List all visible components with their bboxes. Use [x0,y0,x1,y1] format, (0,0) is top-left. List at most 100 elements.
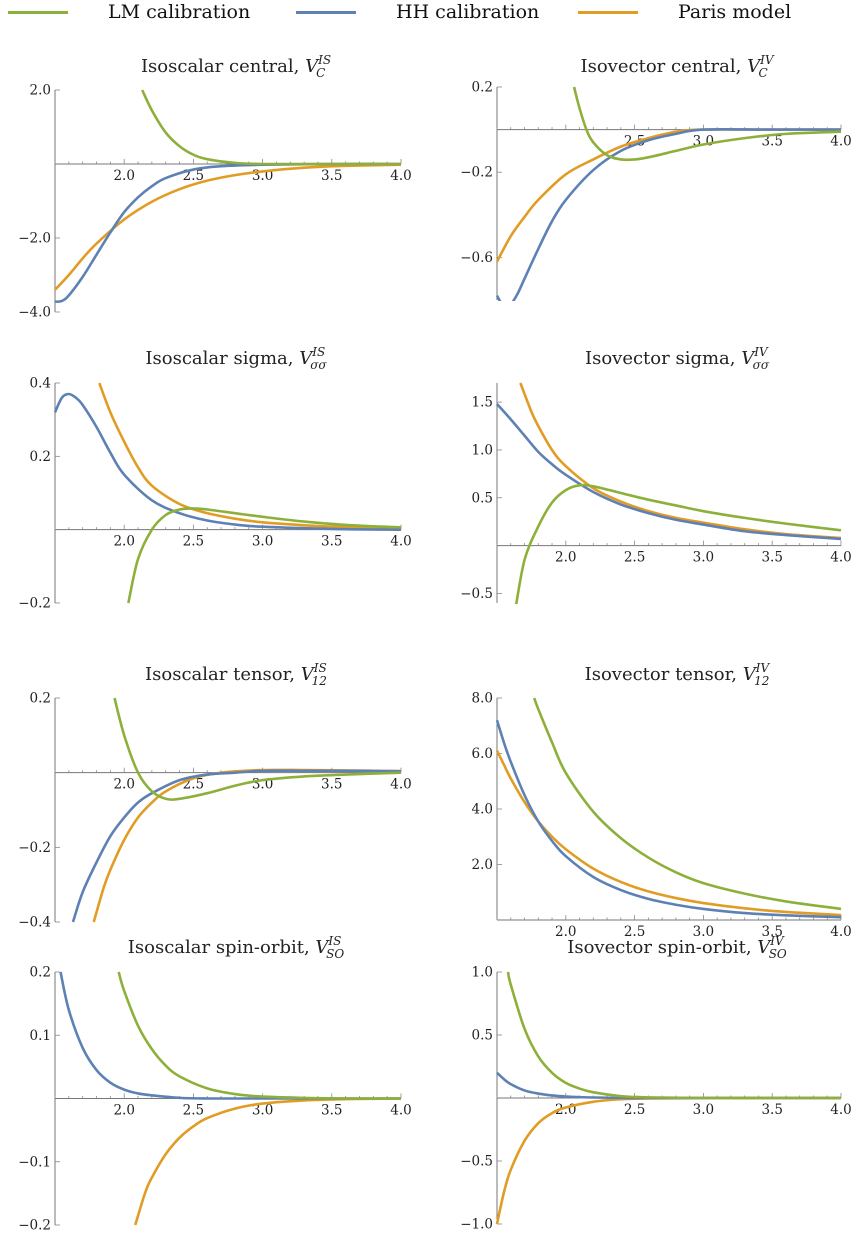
chart-title-symbol: V [301,664,316,685]
chart-title-text: Isovector sigma, [585,348,741,369]
chart-title-text: Isovector spin-orbit, [567,937,757,958]
series-line-hh-calibration [496,403,842,541]
x-tick-label: 2.0 [555,924,576,940]
series-line-lm-calibration [506,971,841,1100]
x-tick-label: 2.0 [113,534,134,550]
x-tick-label: 3.5 [321,534,342,550]
y-tick-label: −0.1 [18,1154,51,1170]
y-tick-label: 0.2 [472,80,493,96]
legend-label-hh: HH calibration [396,1,540,23]
y-tick-label: 0.2 [30,965,51,981]
chart-title: Isoscalar tensor, VIS 12 [145,661,327,688]
y-tick-label: 1.0 [472,442,493,458]
y-tick-label: 1.0 [472,965,493,981]
series-line-hh-calibration [59,971,401,1100]
legend-item-lm: LM calibration [8,0,250,24]
series-line-paris-model [92,768,402,923]
series-line-lm-calibration [141,89,401,166]
y-tick-label: −4.0 [18,305,51,321]
chart-title-symbol: V [741,348,756,369]
x-tick-label: 4.0 [390,168,411,184]
y-tick-label: 2.0 [472,857,493,873]
chart-title-superscript: IS [313,661,327,675]
chart-title-symbol: V [315,937,330,958]
y-tick-label: −0.2 [460,165,493,181]
y-tick-label: 0.1 [30,1028,51,1044]
chart-panel-2: Isovector central, VIV C2.5 3.0 3.5 4.00.2−0… [460,53,852,301]
y-tick-label: −0.2 [18,1218,51,1234]
y-tick-label: −2.0 [18,231,51,247]
chart-title: Isovector spin-orbit, VIV SO [567,934,787,961]
x-tick-label: 2.5 [624,1102,645,1118]
y-tick-label: 0.5 [472,490,493,506]
series-line-hh-calibration [496,1071,841,1100]
series-line-lm-calibration [514,483,842,604]
chart-title-text: Isoscalar tensor, [145,664,301,685]
chart-title-superscript: IS [327,934,341,948]
x-tick-label: 4.0 [390,777,411,793]
x-tick-label: 3.0 [252,534,273,550]
x-tick-label: 2.0 [555,550,576,566]
chart-panel-7: Isoscalar spin-orbit, VIS SO 2.0 2.5 3.0 3.5 4… [18,934,412,1234]
series-line-paris-model [495,750,842,917]
y-tick-label: −1.0 [460,1217,493,1233]
y-tick-label: 0.2 [30,449,51,465]
series-line-paris-model [495,128,841,263]
chart-panel-6: Isovector tensor, VIV 12 2.0 2.5 3.0 3.5 4.0 8.… [472,661,852,940]
chart-title-text: Isovector tensor, [585,664,743,685]
x-tick-label: 3.5 [761,1102,782,1118]
series-line-paris-model [495,1096,841,1225]
chart-title-superscript: IV [755,661,771,675]
chart-title-superscript: IS [317,53,331,67]
y-tick-label: −0.5 [460,586,493,602]
x-tick-label: 2.0 [113,1103,134,1119]
chart-panel-4: Isovector sigma, VIV σσ 2.0 2.5 3.0 3.5 4.0 1.5… [460,345,852,604]
chart-title: Isovector central, VIV C [581,53,775,80]
chart-title-superscript: IV [759,53,775,67]
chart-panel-3: Isoscalar sigma, VIS σσ 2.0 2.5 3.0 3.5 4.0 0.4… [18,345,412,612]
legend: LM calibration HH calibration Paris mode… [0,0,859,26]
legend-label-paris: Paris model [678,1,792,23]
chart-title: Isoscalar central, VIS C [141,53,331,80]
series-line-hh-calibration [495,719,842,919]
y-tick-label: 1.5 [472,395,493,411]
series-line-paris-model [134,1097,402,1226]
series-line-hh-calibration [53,392,402,531]
series-line-paris-model [98,382,402,530]
series-line-lm-calibration [572,86,842,162]
x-tick-label: 3.0 [693,1102,714,1118]
chart-title-superscript: IS [311,345,325,359]
chart-title-subscript: C [316,66,325,80]
x-tick-label: 2.0 [113,777,134,793]
x-tick-label: 3.0 [693,550,714,566]
legend-item-paris: Paris model [578,0,791,24]
x-tick-label: 3.5 [321,1103,342,1119]
series-line-paris-model [54,163,402,291]
y-tick-label: 6.0 [472,746,493,762]
y-tick-label: −0.6 [460,250,493,266]
chart-title-subscript: SO [326,947,344,961]
chart-title: Isovector sigma, VIV σσ [585,345,770,372]
series-line-hh-calibration [71,769,402,923]
x-tick-label: 4.0 [390,1103,411,1119]
x-tick-label: 2.5 [624,924,645,940]
x-tick-label: 3.5 [321,777,342,793]
chart-title-subscript: SO [769,947,787,961]
chart-title: Isovector tensor, VIV 12 [585,661,771,688]
x-tick-label: 3.5 [761,550,782,566]
series-line-lm-calibration [127,507,402,604]
chart-title-symbol: V [743,664,758,685]
chart-title-subscript: C [759,66,768,80]
chart-title-text: Isoscalar central, [141,56,305,77]
legend-swatch-paris [578,10,638,14]
series-line-hh-calibration [495,127,841,301]
y-tick-label: 0.4 [30,376,51,392]
x-tick-label: 3.0 [693,924,714,940]
x-tick-label: 4.0 [830,550,851,566]
chart-title-text: Isoscalar spin-orbit, [128,937,316,958]
series-line-lm-calibration [532,697,842,911]
series-line-lm-calibration [113,697,402,801]
chart-title-text: Isovector central, [581,56,748,77]
x-tick-label: 2.5 [183,1103,204,1119]
x-tick-label: 3.5 [761,134,782,150]
